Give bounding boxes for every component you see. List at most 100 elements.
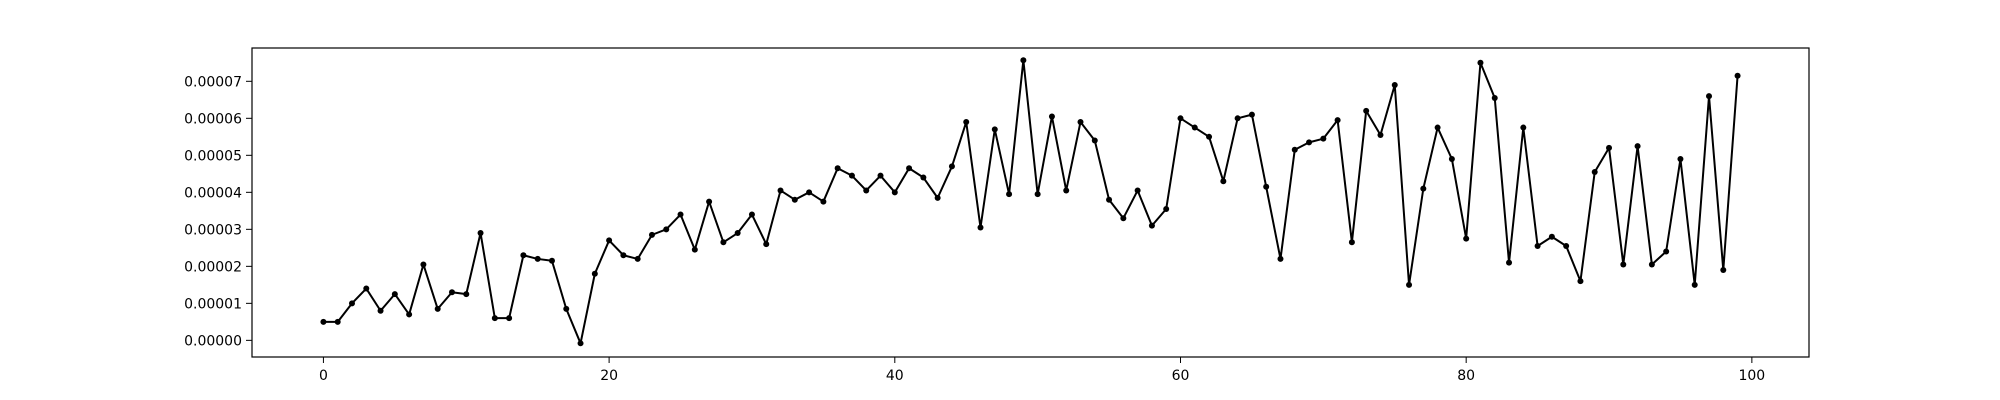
- data-point: [591, 270, 598, 277]
- data-point: [1720, 267, 1727, 274]
- x-tick-label: 0: [319, 368, 328, 384]
- data-point: [1606, 144, 1613, 151]
- data-point: [663, 226, 670, 233]
- data-point: [1434, 124, 1441, 131]
- data-point: [1348, 239, 1355, 246]
- data-point: [1734, 72, 1741, 79]
- data-point: [1477, 59, 1484, 66]
- data-point: [1677, 156, 1684, 163]
- data-point: [1077, 119, 1084, 126]
- series-line: [323, 59, 1739, 345]
- data-point: [1648, 261, 1655, 268]
- x-axis: 0 20 40 60 80 100: [319, 357, 1765, 384]
- data-point: [1506, 259, 1513, 266]
- data-point: [691, 246, 698, 253]
- data-point: [1691, 281, 1698, 288]
- data-point: [348, 300, 355, 307]
- data-point: [1106, 196, 1113, 203]
- data-point: [1006, 191, 1013, 198]
- data-point: [1191, 124, 1198, 131]
- data-point: [620, 252, 627, 259]
- data-point: [791, 196, 798, 203]
- data-point: [763, 241, 770, 248]
- data-point: [877, 172, 884, 179]
- data-point: [1706, 93, 1713, 100]
- data-point: [1048, 113, 1055, 120]
- y-tick-label: 0.00001: [184, 296, 242, 312]
- data-point: [991, 126, 998, 133]
- data-point: [834, 165, 841, 172]
- data-point: [1220, 178, 1227, 185]
- y-tick-label: 0.00005: [184, 148, 242, 164]
- data-point: [934, 194, 941, 201]
- plot-frame: [251, 47, 1810, 358]
- data-point: [777, 187, 784, 194]
- data-point: [648, 231, 655, 238]
- data-point: [1091, 137, 1098, 144]
- data-point: [448, 289, 455, 296]
- data-point: [434, 305, 441, 312]
- data-point: [1263, 183, 1270, 190]
- data-point: [1177, 115, 1184, 122]
- data-point: [1134, 187, 1141, 194]
- data-point: [1406, 281, 1413, 288]
- data-point: [1534, 242, 1541, 249]
- data-point: [606, 237, 613, 244]
- data-point: [463, 291, 470, 298]
- data-point: [577, 340, 584, 347]
- y-tick-label: 0.00002: [184, 259, 242, 275]
- data-point: [963, 119, 970, 126]
- data-point: [1034, 191, 1041, 198]
- data-point: [1634, 143, 1641, 150]
- data-point: [1291, 146, 1298, 153]
- data-point: [906, 165, 913, 172]
- data-point: [977, 224, 984, 231]
- data-point: [720, 239, 727, 246]
- y-tick-label: 0.00007: [184, 74, 242, 90]
- data-point: [1063, 187, 1070, 194]
- y-tick-label: 0.00003: [184, 222, 242, 238]
- data-point: [1320, 135, 1327, 142]
- data-point: [320, 318, 327, 325]
- data-point: [1420, 185, 1427, 192]
- data-point: [634, 255, 641, 262]
- data-point: [1563, 242, 1570, 249]
- data-point: [1148, 222, 1155, 229]
- data-point: [563, 305, 570, 312]
- y-tick-label: 0.00004: [184, 185, 242, 201]
- data-point: [334, 318, 341, 325]
- data-point: [1120, 215, 1127, 222]
- data-point: [948, 163, 955, 170]
- y-tick-label: 0.00006: [184, 111, 242, 127]
- data-point: [1363, 107, 1370, 114]
- data-point: [1448, 156, 1455, 163]
- data-point: [1163, 205, 1170, 212]
- x-tick-label: 20: [600, 368, 618, 384]
- data-point: [1277, 255, 1284, 262]
- data-point: [391, 291, 398, 298]
- x-tick-label: 80: [1457, 368, 1475, 384]
- data-point: [1548, 233, 1555, 240]
- data-point: [1663, 248, 1670, 255]
- data-point: [534, 255, 541, 262]
- series-markers: [320, 57, 1741, 347]
- x-tick-label: 100: [1738, 368, 1765, 384]
- data-point: [920, 174, 927, 181]
- data-point: [1377, 131, 1384, 138]
- data-point: [506, 315, 513, 322]
- data-point: [1620, 261, 1627, 268]
- data-point: [491, 315, 498, 322]
- data-point: [1306, 139, 1313, 146]
- data-point: [548, 257, 555, 264]
- data-point: [1591, 168, 1598, 175]
- data-point: [863, 187, 870, 194]
- data-point: [406, 311, 413, 318]
- data-point: [1391, 82, 1398, 89]
- data-point: [1520, 124, 1527, 131]
- data-point: [377, 307, 384, 314]
- data-point: [1577, 278, 1584, 285]
- data-point: [1334, 117, 1341, 124]
- x-tick-label: 40: [886, 368, 904, 384]
- data-point: [1020, 57, 1027, 64]
